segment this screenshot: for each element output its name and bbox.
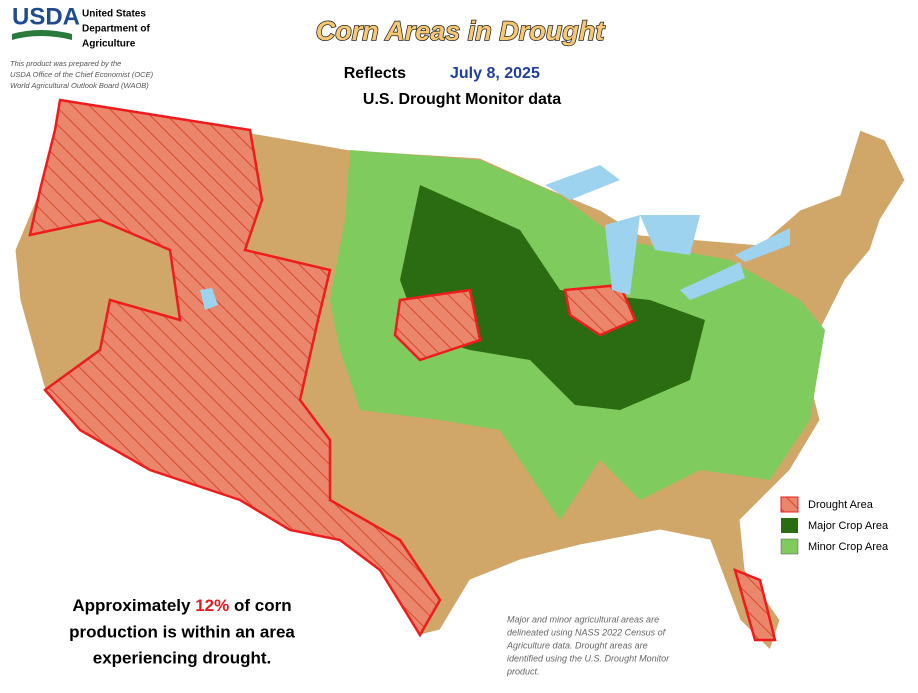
note-line: delineated using NASS 2022 Census of	[507, 627, 667, 637]
statement: Approximately 12% of corn	[72, 596, 291, 615]
credit: World Agricultural Outlook Board (WAOB)	[10, 81, 149, 90]
legend-label: Major Crop Area	[808, 520, 889, 532]
note-line: identified using the U.S. Drought Monito…	[507, 653, 670, 663]
legend-label: Drought Area	[808, 499, 874, 511]
drought-area	[28, 98, 442, 638]
statement: production is within an area	[69, 622, 295, 641]
legend-swatch	[780, 496, 799, 513]
note: Major and minor agricultural areas are d…	[506, 614, 670, 676]
legend-swatch	[781, 518, 798, 533]
agency: United States	[82, 9, 146, 20]
note-line: Agriculture data. Drought areas are	[506, 640, 648, 650]
statement: experiencing drought.	[93, 648, 272, 667]
drought-area	[733, 567, 777, 642]
title: Corn Areas in Drought	[316, 16, 606, 46]
legend-swatch	[780, 538, 799, 555]
agency: Agriculture	[82, 39, 136, 50]
subtitle-date: July 8, 2025	[450, 65, 540, 82]
credit: USDA Office of the Chief Economist (OCE)	[10, 70, 154, 79]
agency: Department of	[82, 24, 150, 35]
major-crop-area	[400, 185, 705, 410]
note-line: product.	[506, 666, 540, 676]
subtitle: Reflects	[344, 65, 406, 82]
logo: USDA	[12, 3, 80, 30]
legend-label: Minor Crop Area	[808, 541, 889, 553]
drought-area	[393, 288, 482, 362]
subtitle: U.S. Drought Monitor data	[363, 91, 561, 108]
credit: This product was prepared by the	[10, 59, 121, 68]
salt-lake	[200, 288, 218, 310]
logo-swoosh	[12, 30, 72, 40]
note-line: Major and minor agricultural areas are	[507, 614, 659, 624]
drought-area	[563, 283, 637, 337]
great-lakes	[545, 165, 790, 300]
